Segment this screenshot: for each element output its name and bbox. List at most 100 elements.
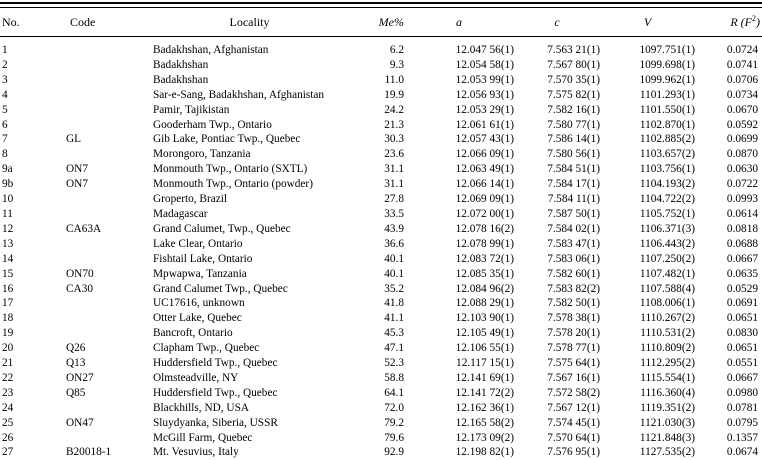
cell-v: 1106.371(3)	[639, 222, 695, 235]
cell-v: 1121.030(3)	[639, 416, 695, 429]
cell-v: 1107.588(4)	[639, 282, 695, 295]
cell-no: 1	[2, 44, 8, 56]
cell-no: 13	[2, 237, 14, 250]
table-row: 8 Morongoro, Tanzania 23.6 12.066 09(1) 7.58…	[0, 147, 762, 162]
cell-r: 0.1357	[726, 431, 758, 444]
cell-locality: UC17616, unknown	[153, 297, 245, 310]
cell-r: 0.0592	[726, 118, 758, 131]
cell-r: 0.0870	[726, 148, 758, 161]
cell-no: 12	[2, 222, 14, 235]
cell-c: 7.584 11(1)	[547, 193, 600, 206]
cell-a: 12.083 72(1)	[455, 252, 514, 265]
cell-r: 0.0651	[726, 342, 758, 355]
cell-me: 58.8	[384, 371, 404, 384]
cell-me: 11.0	[384, 73, 404, 86]
cell-c: 7.584 17(1)	[547, 178, 600, 191]
cell-code	[66, 37, 153, 58]
cell-me: 24.2	[384, 103, 404, 116]
cell-no: 16	[2, 282, 14, 295]
cell-c: 7.580 56(1)	[547, 148, 600, 161]
cell-c: 7.582 16(1)	[547, 103, 600, 116]
cell-code	[66, 431, 153, 446]
cell-locality: Fishtail Lake, Ontario	[153, 252, 253, 265]
cell-a: 12.054 58(1)	[455, 58, 514, 71]
cell-code	[66, 103, 153, 118]
table-body: 1 Badakhshan, Afghanistan 6.2 12.047 56(1) 7…	[0, 37, 762, 460]
cell-c: 7.584 02(1)	[547, 222, 600, 235]
column-header-a: a	[404, 8, 514, 37]
cell-c: 7.572 58(2)	[547, 386, 600, 399]
cell-code	[66, 296, 153, 311]
cell-code	[66, 401, 153, 416]
cell-c: 7.587 50(1)	[547, 207, 600, 220]
cell-r: 0.0818	[726, 222, 758, 235]
cell-v: 1103.756(1)	[639, 163, 695, 176]
cell-r: 0.0734	[726, 88, 758, 101]
column-header-c: c	[514, 8, 600, 37]
cell-r: 0.0630	[726, 163, 758, 176]
cell-code: Q85	[66, 386, 86, 399]
cell-a: 12.047 56(1)	[455, 44, 514, 56]
cell-locality: Blackhills, ND, USA	[153, 401, 250, 414]
column-header-me-percent: Me%	[346, 8, 404, 37]
cell-v: 1101.550(1)	[639, 103, 695, 116]
cell-me: 64.1	[384, 386, 404, 399]
cell-locality: Bancroft, Ontario	[153, 327, 233, 340]
cell-me: 79.2	[384, 416, 404, 429]
cell-no: 21	[2, 357, 14, 370]
cell-c: 7.578 38(1)	[547, 312, 600, 325]
cell-a: 12.103 90(1)	[455, 312, 514, 325]
cell-a: 12.162 36(1)	[455, 401, 514, 414]
header-row: No. Code Locality Me% a c V R (F2)	[0, 8, 762, 37]
cell-me: 31.1	[384, 163, 404, 176]
cell-r: 0.0781	[726, 401, 758, 414]
cell-a: 12.053 99(1)	[455, 73, 514, 86]
cell-me: 47.1	[384, 342, 404, 355]
cell-v: 1102.885(2)	[639, 133, 695, 146]
table-row: 4 Sar-e-Sang, Badakhshan, Afghanistan 19.9…	[0, 88, 762, 103]
cell-v: 1107.482(1)	[639, 267, 695, 280]
crystal-data-table: No. Code Locality Me% a c V R (F2) 1 Bada…	[0, 8, 762, 460]
cell-c: 7.574 45(1)	[547, 416, 600, 429]
cell-v: 1115.554(1)	[640, 371, 695, 384]
cell-v: 1108.006(1)	[639, 297, 695, 310]
cell-v: 1121.848(3)	[639, 431, 695, 444]
cell-locality: Monmouth Twp., Ontario (SXTL)	[153, 163, 308, 176]
cell-locality: Otter Lake, Quebec	[153, 312, 242, 325]
column-header-v: V	[600, 8, 695, 37]
cell-locality: Badakhshan, Afghanistan	[153, 44, 269, 56]
table-row: 21 Q13 Huddersfield Twp., Quebec 52.3 12.117…	[0, 356, 762, 371]
cell-no: 6	[2, 118, 8, 131]
cell-c: 7.584 51(1)	[547, 163, 600, 176]
cell-me: 30.3	[384, 133, 404, 146]
cell-a: 12.105 49(1)	[455, 327, 514, 340]
cell-code: CA63A	[66, 222, 102, 235]
cell-code	[66, 88, 153, 103]
cell-me: 40.1	[384, 252, 404, 265]
cell-me: 21.3	[384, 118, 404, 131]
cell-a: 12.085 35(1)	[455, 267, 514, 280]
cell-locality: Gooderham Twp., Ontario	[153, 118, 272, 131]
table-row: 26 McGill Farm, Quebec 79.6 12.173 09(2) 7.5…	[0, 431, 762, 446]
cell-code	[66, 192, 153, 207]
r-header-post: )	[756, 15, 760, 29]
column-header-r-f2: R (F2)	[695, 8, 762, 37]
cell-me: 72.0	[384, 401, 404, 414]
cell-no: 7	[2, 133, 8, 146]
cell-code: B20018-1	[66, 446, 112, 459]
cell-r: 0.0688	[726, 237, 758, 250]
table-row: 18 Otter Lake, Quebec 41.1 12.103 90(1) 7.57…	[0, 311, 762, 326]
cell-c: 7.578 77(1)	[547, 342, 600, 355]
cell-a: 12.056 93(1)	[455, 88, 514, 101]
cell-code: Q13	[66, 357, 86, 370]
cell-v: 1102.870(1)	[639, 118, 695, 131]
cell-me: 43.9	[384, 222, 404, 235]
cell-me: 79.6	[384, 431, 404, 444]
cell-r: 0.0724	[726, 44, 758, 56]
cell-v: 1110.531(2)	[640, 327, 695, 340]
cell-c: 7.567 80(1)	[547, 58, 600, 71]
cell-c: 7.583 82(2)	[547, 282, 600, 295]
cell-no: 9b	[2, 178, 14, 191]
cell-locality: Gib Lake, Pontiac Twp., Quebec	[153, 133, 301, 146]
